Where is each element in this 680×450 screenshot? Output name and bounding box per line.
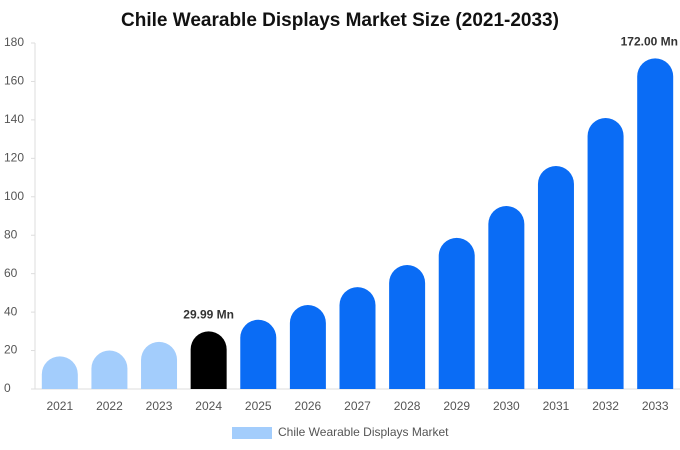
x-tick-label: 2030 (493, 399, 520, 413)
y-tick-label: 160 (4, 74, 24, 88)
y-tick-label: 0 (4, 381, 11, 395)
x-tick-label: 2021 (46, 399, 73, 413)
value-label: 29.99 Mn (183, 308, 234, 322)
bar (587, 117, 624, 389)
chart-title: Chile Wearable Displays Market Size (202… (121, 10, 559, 31)
bar (190, 331, 227, 389)
bar (141, 341, 178, 389)
legend-swatch (232, 427, 272, 439)
y-tick-label: 100 (4, 189, 24, 203)
bar (488, 206, 525, 389)
x-tick-label: 2028 (394, 399, 421, 413)
y-tick-label: 120 (4, 151, 24, 165)
x-tick-label: 2026 (295, 399, 322, 413)
bar (240, 319, 277, 389)
x-tick-label: 2031 (543, 399, 570, 413)
bar (339, 287, 376, 389)
bar (438, 237, 475, 389)
x-tick-label: 2022 (96, 399, 123, 413)
bar (389, 265, 426, 389)
y-tick-label: 40 (4, 304, 18, 318)
bar (41, 356, 78, 389)
x-tick-label: 2025 (245, 399, 272, 413)
bar (289, 304, 326, 389)
value-label: 172.00 Mn (621, 35, 678, 49)
x-tick-label: 2033 (642, 399, 669, 413)
y-tick-label: 180 (4, 35, 24, 49)
x-tick-label: 2027 (344, 399, 371, 413)
x-tick-label: 2032 (592, 399, 619, 413)
bar (91, 350, 128, 389)
x-tick-label: 2023 (146, 399, 173, 413)
bar (537, 166, 574, 389)
legend-label: Chile Wearable Displays Market (278, 425, 449, 439)
bar (637, 58, 674, 389)
y-tick-label: 20 (4, 343, 18, 357)
y-tick-label: 140 (4, 112, 24, 126)
x-tick-label: 2024 (195, 399, 222, 413)
y-tick-label: 60 (4, 266, 18, 280)
x-tick-label: 2029 (443, 399, 470, 413)
y-tick-label: 80 (4, 227, 18, 241)
